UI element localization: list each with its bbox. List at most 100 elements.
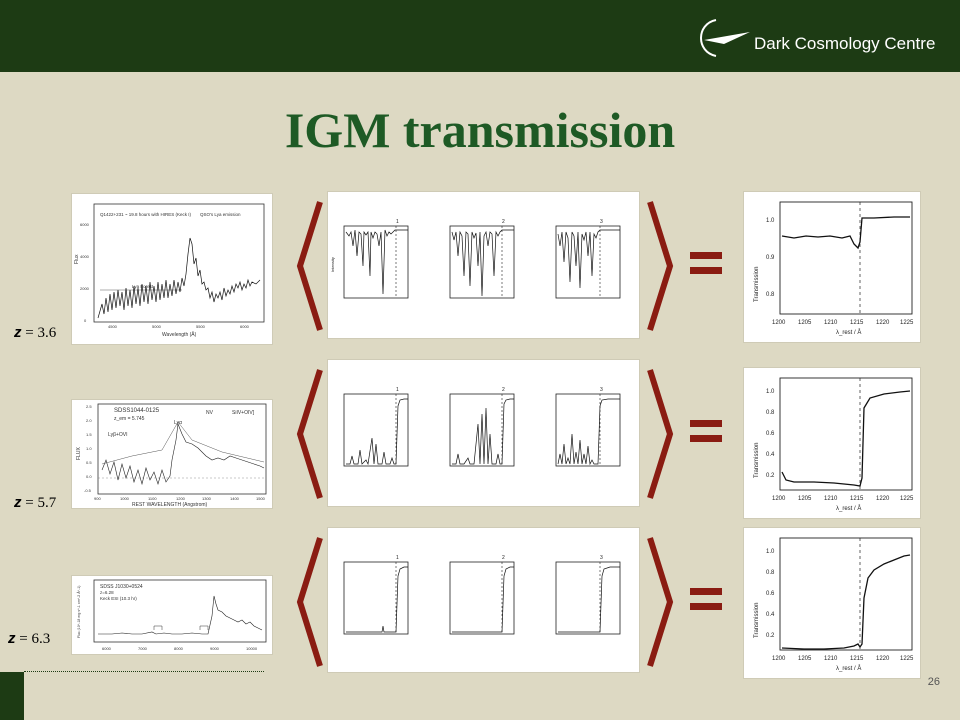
spectrum-xlabel: REST WAVELENGTH (Angstrom) bbox=[132, 502, 208, 508]
svg-text:1: 1 bbox=[396, 387, 399, 393]
svg-text:2: 2 bbox=[502, 555, 505, 561]
redshift-label-z57: z = 5.7 bbox=[14, 494, 57, 511]
redshift-label-z63: z = 6.3 bbox=[8, 630, 51, 647]
svg-text:1.0: 1.0 bbox=[766, 218, 775, 224]
svg-text:1205: 1205 bbox=[798, 496, 812, 502]
svg-text:1210: 1210 bbox=[824, 656, 838, 662]
spectrum-ylabel: FLUX bbox=[76, 447, 82, 460]
sightline-plot-2: 2 bbox=[449, 387, 515, 467]
svg-text:1215: 1215 bbox=[850, 656, 864, 662]
svg-text:Intensity: Intensity bbox=[330, 257, 335, 272]
svg-text:5000: 5000 bbox=[152, 324, 162, 329]
transmission-ylabel: Transmission bbox=[754, 603, 760, 638]
svg-text:1210: 1210 bbox=[824, 320, 838, 326]
svg-text:NV: NV bbox=[206, 410, 214, 416]
sightline-plot-3: 3 bbox=[555, 387, 621, 467]
svg-text:Lyα: Lyα bbox=[174, 420, 182, 426]
sightline-plot-1: 1 bbox=[343, 387, 409, 467]
svg-text:0.0: 0.0 bbox=[86, 474, 92, 479]
equals-sign bbox=[690, 252, 722, 274]
svg-text:1215: 1215 bbox=[850, 320, 864, 326]
spectrum-caption: Q1422+231 ~ 19.8 hours with HIRES (Keck … bbox=[100, 212, 192, 217]
svg-text:0.8: 0.8 bbox=[766, 570, 775, 576]
svg-text:1500: 1500 bbox=[256, 496, 266, 501]
svg-text:6000: 6000 bbox=[102, 646, 112, 651]
svg-text:1.0: 1.0 bbox=[766, 389, 775, 395]
svg-text:1.0: 1.0 bbox=[766, 549, 775, 555]
redshift-label-z36: z = 3.6 bbox=[14, 324, 57, 341]
spectrum-panel-z36: Q1422+231 ~ 19.8 hours with HIRES (Keck … bbox=[72, 194, 272, 344]
spectrum-redshift: z_em = 5.745 bbox=[114, 416, 145, 422]
sightline-plot-1: 1 bbox=[343, 219, 409, 299]
transmission-panel-row3: 1.0 0.8 0.6 0.4 0.2 Transmission 1200 12… bbox=[744, 528, 920, 678]
svg-text:1220: 1220 bbox=[876, 496, 890, 502]
transmission-xlabel: λ_rest / Å bbox=[836, 329, 861, 336]
svg-text:2: 2 bbox=[502, 219, 505, 225]
svg-text:1215: 1215 bbox=[850, 496, 864, 502]
svg-text:4500: 4500 bbox=[108, 324, 118, 329]
svg-text:0.6: 0.6 bbox=[766, 591, 775, 597]
svg-text:9000: 9000 bbox=[210, 646, 220, 651]
svg-text:1: 1 bbox=[396, 219, 399, 225]
svg-text:1225: 1225 bbox=[900, 496, 914, 502]
sightlines-panel-row1: 1 2 3 Intensity bbox=[328, 192, 639, 338]
transmission-xlabel: λ_rest / Å bbox=[836, 665, 861, 672]
spectrum-caption: SDSS1044-0125 bbox=[114, 408, 160, 414]
svg-text:3: 3 bbox=[600, 555, 603, 561]
svg-text:1220: 1220 bbox=[876, 320, 890, 326]
svg-text:SiIV+OIV]: SiIV+OIV] bbox=[232, 410, 255, 416]
sightline-plot-2: 2 bbox=[449, 219, 515, 299]
svg-text:1200: 1200 bbox=[176, 496, 186, 501]
logo: Dark Cosmology Centre bbox=[694, 14, 944, 62]
svg-text:0.8: 0.8 bbox=[766, 410, 775, 416]
svg-text:-0.5: -0.5 bbox=[84, 488, 92, 493]
svg-text:0.4: 0.4 bbox=[766, 452, 775, 458]
sightlines-panel-row2: 1 2 3 bbox=[328, 360, 639, 506]
spectrum-redshift: z=6.28 bbox=[100, 590, 114, 595]
svg-text:1225: 1225 bbox=[900, 656, 914, 662]
svg-text:1200: 1200 bbox=[772, 320, 786, 326]
sightline-plot-1: 1 bbox=[343, 555, 409, 635]
svg-text:1.0: 1.0 bbox=[86, 446, 92, 451]
svg-text:1100: 1100 bbox=[148, 496, 157, 501]
svg-text:1400: 1400 bbox=[230, 496, 240, 501]
svg-text:5500: 5500 bbox=[196, 324, 206, 329]
sightline-plot-3: 3 bbox=[555, 219, 621, 299]
svg-text:1300: 1300 bbox=[202, 496, 212, 501]
slide-title: IGM transmission bbox=[284, 102, 676, 158]
svg-text:2000: 2000 bbox=[80, 286, 90, 291]
svg-text:0.6: 0.6 bbox=[766, 431, 775, 437]
left-angle-bracket bbox=[296, 201, 323, 331]
svg-text:1205: 1205 bbox=[798, 320, 812, 326]
svg-text:6000: 6000 bbox=[240, 324, 250, 329]
svg-text:2: 2 bbox=[502, 387, 505, 393]
svg-text:4000: 4000 bbox=[80, 254, 90, 259]
spectrum-panel-z63: SDSS J1030+0524 z=6.28 Keck ESI (10.3 hr… bbox=[72, 576, 272, 654]
footer-divider bbox=[24, 671, 264, 672]
svg-text:1205: 1205 bbox=[798, 656, 812, 662]
transmission-xlabel: λ_rest / Å bbox=[836, 505, 861, 512]
svg-text:1200: 1200 bbox=[772, 656, 786, 662]
svg-text:10000: 10000 bbox=[246, 646, 258, 651]
spectrum-ylabel: Flux (10^-18 erg s^-1 cm^-2 Å^-1) bbox=[76, 586, 81, 638]
sightlines-panel-row3: 1 2 3 bbox=[328, 528, 639, 672]
spectrum-xlabel: Wavelength (Å) bbox=[162, 331, 197, 338]
right-angle-bracket bbox=[647, 201, 674, 331]
spectrum-caption: SDSS J1030+0524 bbox=[100, 584, 143, 590]
logo-text: Dark Cosmology Centre bbox=[754, 34, 936, 53]
svg-text:1: 1 bbox=[396, 555, 399, 561]
header-bar: Dark Cosmology Centre bbox=[0, 0, 960, 72]
svg-text:2.5: 2.5 bbox=[86, 404, 92, 409]
svg-text:0.5: 0.5 bbox=[86, 460, 92, 465]
svg-text:1220: 1220 bbox=[876, 656, 890, 662]
svg-text:0.8: 0.8 bbox=[766, 292, 775, 298]
svg-text:2.0: 2.0 bbox=[86, 418, 92, 423]
forest-label: Lya Forest bbox=[132, 284, 154, 289]
equals-sign bbox=[690, 588, 722, 610]
sightline-plot-3: 3 bbox=[555, 555, 621, 635]
right-angle-bracket bbox=[647, 537, 674, 667]
left-angle-bracket bbox=[296, 369, 323, 499]
page-number: 26 bbox=[927, 676, 940, 688]
svg-text:3: 3 bbox=[600, 219, 603, 225]
spectrum-instrument: Keck ESI (10.3 hr) bbox=[100, 596, 137, 601]
